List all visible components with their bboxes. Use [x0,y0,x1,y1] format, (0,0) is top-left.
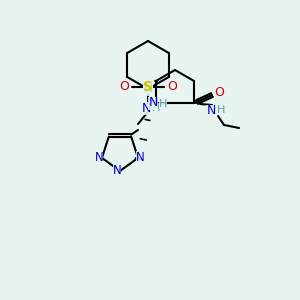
Text: H: H [152,103,160,113]
Text: O: O [167,80,177,94]
Text: S: S [143,80,153,94]
Text: N: N [148,97,158,110]
Polygon shape [194,99,200,103]
Text: H: H [159,99,167,109]
Text: N: N [136,152,144,164]
Text: N: N [112,164,122,178]
Text: N: N [94,152,103,164]
Text: O: O [214,86,224,100]
Text: O: O [119,80,129,94]
Text: N: N [206,104,216,118]
Text: N: N [141,101,151,115]
Text: H: H [217,105,225,115]
Text: N: N [143,82,153,95]
